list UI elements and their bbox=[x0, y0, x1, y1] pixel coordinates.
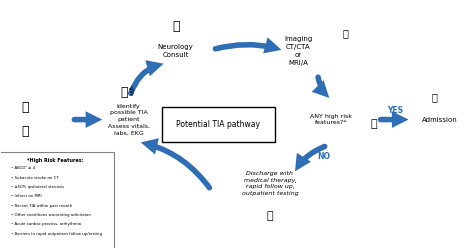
Text: Neurology
Consult: Neurology Consult bbox=[158, 44, 193, 58]
Text: Imaging
CT/CTA
or
MRI/A: Imaging CT/CTA or MRI/A bbox=[284, 36, 312, 66]
Text: • Barriers to rapid outpatient follow up/testing: • Barriers to rapid outpatient follow up… bbox=[11, 232, 102, 236]
Text: • Subacute stroke on CT: • Subacute stroke on CT bbox=[11, 176, 59, 180]
FancyArrowPatch shape bbox=[150, 145, 210, 188]
Text: ANY high risk
features?*: ANY high risk features?* bbox=[310, 114, 352, 125]
Text: • Other conditions warranting admission: • Other conditions warranting admission bbox=[11, 213, 91, 217]
Text: 🏥: 🏥 bbox=[342, 28, 348, 38]
Text: 👩‍⚕️: 👩‍⚕️ bbox=[121, 86, 136, 99]
Text: • ≥50% ipsilateral stenosis: • ≥50% ipsilateral stenosis bbox=[11, 185, 64, 189]
Text: NO: NO bbox=[318, 152, 331, 161]
FancyArrowPatch shape bbox=[318, 77, 323, 91]
Text: 🏥: 🏥 bbox=[432, 92, 438, 102]
FancyBboxPatch shape bbox=[0, 152, 115, 249]
Text: Identify
possible TIA
patient
Assess vitals,
labs, EKG: Identify possible TIA patient Assess vit… bbox=[108, 104, 150, 135]
Text: Discharge with
medical therapy,
rapid follow up,
outpatient testing: Discharge with medical therapy, rapid fo… bbox=[242, 171, 298, 196]
Text: *High Risk Features:: *High Risk Features: bbox=[27, 158, 84, 163]
Text: • Recent TIA within past month: • Recent TIA within past month bbox=[11, 204, 72, 208]
Text: • Acute cardiac process, arrhythmia: • Acute cardiac process, arrhythmia bbox=[11, 223, 81, 227]
FancyArrowPatch shape bbox=[131, 67, 155, 93]
Text: 🚪: 🚪 bbox=[267, 211, 273, 221]
Text: Admission: Admission bbox=[422, 117, 457, 123]
Text: Potential TIA pathway: Potential TIA pathway bbox=[176, 120, 260, 129]
Text: 🧠: 🧠 bbox=[172, 19, 180, 33]
FancyArrowPatch shape bbox=[215, 45, 273, 49]
Text: YES: YES bbox=[387, 107, 403, 116]
Text: 🚗: 🚗 bbox=[21, 125, 29, 138]
Text: • Infarct on MRI: • Infarct on MRI bbox=[11, 194, 41, 198]
FancyArrowPatch shape bbox=[301, 146, 325, 164]
Text: 🚑: 🚑 bbox=[21, 101, 29, 114]
Text: 📋: 📋 bbox=[370, 120, 377, 129]
Text: • ABCD² ≥ 4: • ABCD² ≥ 4 bbox=[11, 166, 35, 170]
FancyBboxPatch shape bbox=[162, 107, 275, 142]
